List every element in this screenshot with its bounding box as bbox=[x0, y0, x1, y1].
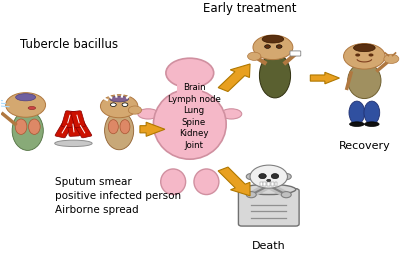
Circle shape bbox=[248, 52, 261, 60]
Ellipse shape bbox=[55, 140, 92, 147]
FancyBboxPatch shape bbox=[274, 182, 277, 186]
Circle shape bbox=[250, 165, 287, 188]
Ellipse shape bbox=[242, 184, 296, 195]
Ellipse shape bbox=[108, 120, 118, 134]
Ellipse shape bbox=[153, 89, 226, 159]
Circle shape bbox=[384, 54, 399, 63]
Text: Sputum smear
positive infected person
Airborne spread: Sputum smear positive infected person Ai… bbox=[55, 177, 181, 215]
Ellipse shape bbox=[221, 109, 242, 119]
Circle shape bbox=[6, 93, 45, 117]
Circle shape bbox=[128, 106, 142, 114]
Circle shape bbox=[111, 103, 116, 107]
Ellipse shape bbox=[15, 119, 27, 134]
Text: Recovery: Recovery bbox=[339, 141, 390, 151]
Ellipse shape bbox=[16, 94, 35, 101]
Ellipse shape bbox=[120, 120, 130, 134]
Text: Death: Death bbox=[252, 241, 286, 251]
FancyBboxPatch shape bbox=[67, 120, 80, 136]
Text: Early treatment: Early treatment bbox=[203, 2, 297, 15]
Text: Brain
Lymph node
Lung
Spine
Kidney
Joint: Brain Lymph node Lung Spine Kidney Joint bbox=[168, 83, 221, 150]
FancyBboxPatch shape bbox=[271, 182, 274, 186]
Ellipse shape bbox=[271, 174, 279, 179]
Ellipse shape bbox=[194, 169, 219, 195]
Circle shape bbox=[246, 173, 256, 180]
FancyArrow shape bbox=[140, 122, 165, 136]
FancyBboxPatch shape bbox=[290, 51, 301, 56]
Circle shape bbox=[246, 192, 256, 198]
FancyBboxPatch shape bbox=[177, 74, 202, 93]
FancyBboxPatch shape bbox=[71, 111, 85, 127]
Ellipse shape bbox=[348, 63, 381, 99]
Text: Tubercle bacillus: Tubercle bacillus bbox=[20, 38, 118, 51]
Circle shape bbox=[369, 53, 374, 57]
Ellipse shape bbox=[349, 122, 364, 126]
Circle shape bbox=[276, 45, 282, 48]
Ellipse shape bbox=[364, 101, 380, 124]
FancyBboxPatch shape bbox=[61, 111, 76, 127]
FancyBboxPatch shape bbox=[264, 182, 266, 186]
Ellipse shape bbox=[262, 35, 284, 43]
Ellipse shape bbox=[28, 107, 35, 110]
Ellipse shape bbox=[259, 174, 266, 179]
Ellipse shape bbox=[349, 101, 365, 124]
FancyBboxPatch shape bbox=[260, 182, 263, 186]
FancyBboxPatch shape bbox=[267, 182, 270, 186]
Ellipse shape bbox=[364, 122, 379, 126]
FancyBboxPatch shape bbox=[239, 189, 299, 226]
FancyBboxPatch shape bbox=[55, 121, 73, 138]
FancyArrow shape bbox=[310, 72, 339, 84]
Ellipse shape bbox=[28, 119, 40, 134]
Ellipse shape bbox=[161, 169, 186, 195]
FancyArrow shape bbox=[218, 64, 250, 92]
Ellipse shape bbox=[259, 53, 291, 98]
Ellipse shape bbox=[105, 111, 134, 150]
Circle shape bbox=[281, 192, 291, 198]
Circle shape bbox=[281, 173, 291, 180]
Circle shape bbox=[100, 95, 138, 118]
Circle shape bbox=[253, 35, 293, 60]
Ellipse shape bbox=[267, 179, 271, 182]
Circle shape bbox=[355, 53, 360, 57]
Ellipse shape bbox=[138, 109, 158, 119]
Ellipse shape bbox=[12, 111, 43, 150]
Circle shape bbox=[344, 44, 385, 69]
FancyArrow shape bbox=[218, 167, 250, 196]
Ellipse shape bbox=[354, 44, 375, 52]
Circle shape bbox=[122, 103, 128, 107]
Circle shape bbox=[265, 45, 271, 48]
Ellipse shape bbox=[110, 96, 128, 102]
Ellipse shape bbox=[166, 58, 214, 88]
FancyBboxPatch shape bbox=[73, 121, 92, 138]
